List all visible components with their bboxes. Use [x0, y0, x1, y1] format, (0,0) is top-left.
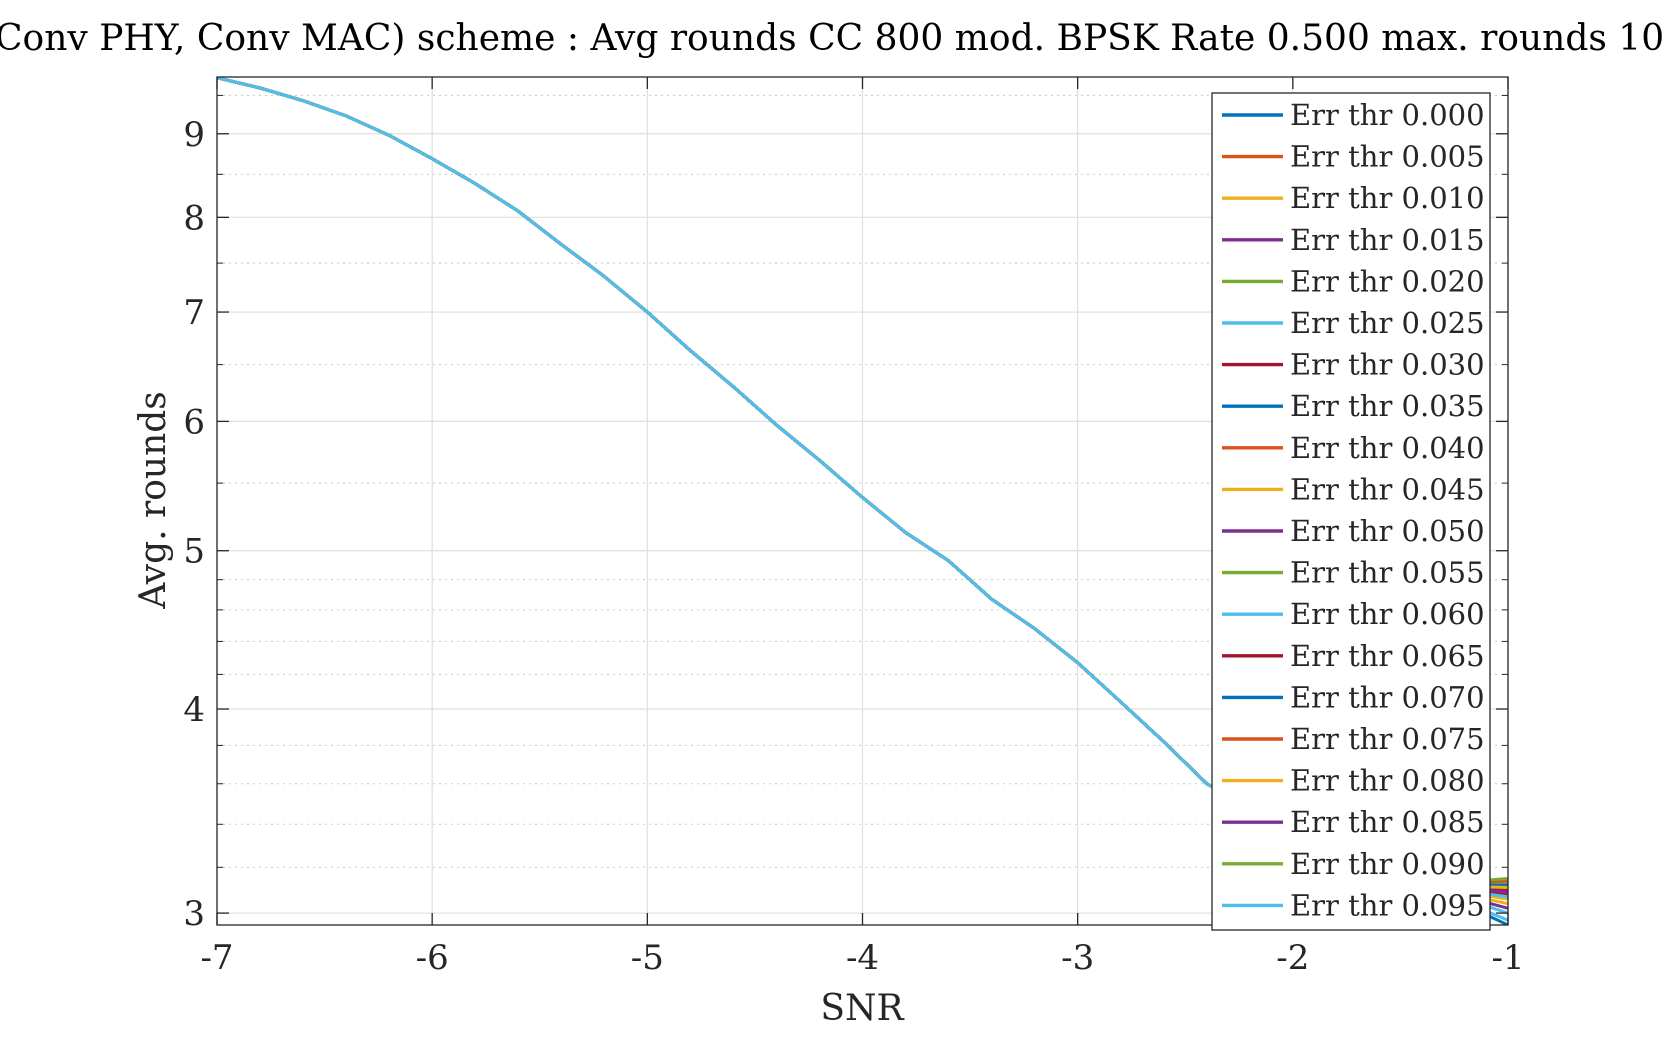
legend-entry-label: Err thr 0.070 [1290, 680, 1485, 714]
y-tick-label: 5 [183, 532, 205, 572]
legend-entry-label: Err thr 0.055 [1290, 556, 1485, 590]
y-tick-label: 8 [183, 198, 205, 238]
legend-entry-label: Err thr 0.080 [1290, 764, 1485, 798]
legend-entry-label: Err thr 0.005 [1290, 140, 1485, 174]
y-tick-label: 3 [183, 894, 205, 934]
x-tick-label: -6 [416, 938, 449, 978]
legend-entry-label: Err thr 0.050 [1290, 514, 1485, 548]
legend-entry-label: Err thr 0.065 [1290, 639, 1485, 673]
legend-box [1211, 92, 1491, 931]
y-tick-label: 7 [183, 293, 205, 333]
legend-entry-label: Err thr 0.030 [1290, 348, 1485, 382]
x-axis-label: SNR [820, 988, 904, 1029]
legend-entry-label: Err thr 0.095 [1290, 888, 1485, 922]
chart-title: 3-(Conv PHY, Conv MAC) scheme : Avg roun… [0, 18, 1664, 59]
legend-entry-label: Err thr 0.075 [1290, 722, 1485, 756]
x-tick-label: -1 [1491, 938, 1524, 978]
legend-entry-label: Err thr 0.045 [1290, 472, 1485, 506]
ticks [216, 77, 1509, 925]
y-tick-label: 9 [183, 115, 205, 155]
legend-entry-label: Err thr 0.060 [1290, 597, 1485, 631]
legend-entry-label: Err thr 0.020 [1290, 264, 1485, 298]
legend-entry-label: Err thr 0.035 [1290, 389, 1485, 423]
y-axis-label: Avg. rounds [133, 391, 174, 610]
y-tick-label: 4 [183, 690, 205, 730]
legend-entry-label: Err thr 0.015 [1290, 223, 1485, 257]
x-tick-label: -2 [1276, 938, 1309, 978]
legend-entry-label: Err thr 0.085 [1290, 805, 1485, 839]
x-tick-label: -5 [631, 938, 664, 978]
legend-entry-label: Err thr 0.010 [1290, 181, 1485, 215]
legend-entry-label: Err thr 0.000 [1290, 98, 1485, 132]
x-tick-label: -4 [846, 938, 879, 978]
x-tick-labels: -7 -6 -5 -4 -3 -2 -1 [200, 938, 1524, 978]
legend-entry-label: Err thr 0.090 [1290, 847, 1485, 881]
x-tick-label: -3 [1061, 938, 1094, 978]
legend-entry-label: Err thr 0.040 [1290, 431, 1485, 465]
legend: Err thr 0.000 Err thr 0.005 Err thr 0.010 E… [1211, 92, 1491, 931]
y-tick-labels: 3 4 5 6 7 8 9 [183, 115, 205, 934]
y-tick-label: 6 [183, 402, 205, 442]
x-tick-label: -7 [200, 938, 233, 978]
legend-entry-label: Err thr 0.025 [1290, 306, 1485, 340]
